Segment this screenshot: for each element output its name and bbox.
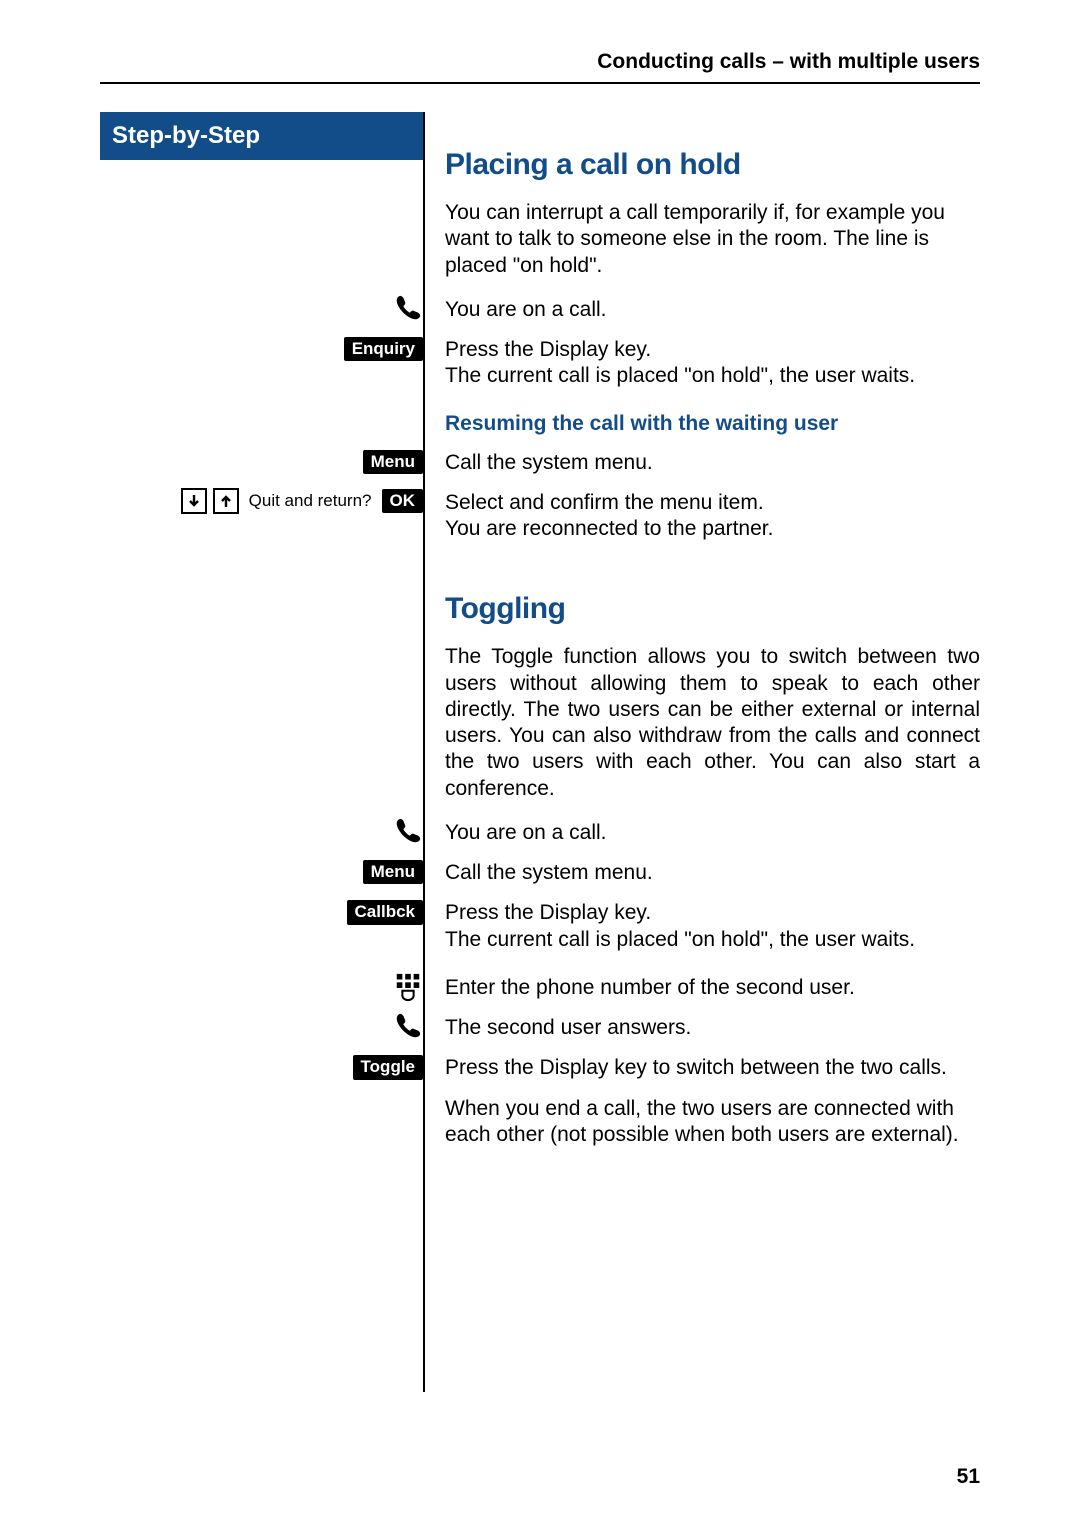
step2-dial-text: Enter the phone number of the second use… [445,975,980,1001]
step-enquiry: Enquiry Press the Display key. The curre… [445,337,980,390]
right-column: Placing a call on hold You can interrupt… [425,112,980,1392]
left-column: Step-by-Step [100,112,425,1392]
step-on-call-text: You are on a call. [445,297,980,323]
step2-answer-text: The second user answers. [445,1015,980,1041]
step-menu-1: Menu Call the system menu. [445,450,980,476]
section-title-toggling: Toggling [445,592,980,626]
step2-menu-text: Call the system menu. [445,860,980,886]
page-number: 51 [957,1465,980,1489]
handset-icon [393,1011,423,1041]
arrow-down-icon [181,488,207,514]
toggling-intro: The Toggle function allows you to switch… [445,644,980,802]
step2-callback-line2: The current call is placed "on hold", th… [445,928,915,951]
keypad-icon [393,971,423,1003]
step-ok: Quit and return? OK Select and confirm t… [445,490,980,543]
step2-callback: Callbck Press the Display key. The curre… [445,900,980,953]
step-ok-line2: You are reconnected to the partner. [445,517,773,540]
menu-key: Menu [363,450,423,474]
step-menu-1-text: Call the system menu. [445,450,980,476]
enquiry-key: Enquiry [344,337,423,361]
step2-on-call-text: You are on a call. [445,820,980,846]
page: Conducting calls – with multiple users S… [0,0,1080,1529]
menu-key-2: Menu [363,860,423,884]
step2-end-text: When you end a call, the two users are c… [445,1096,980,1149]
arrow-up-icon [213,488,239,514]
step2-answer: The second user answers. [445,1015,980,1041]
two-column-layout: Step-by-Step Placing a call on hold You … [100,112,980,1392]
step2-toggle: Toggle Press the Display key to switch b… [445,1055,980,1081]
quit-return-label: Quit and return? [249,491,372,511]
handset-icon [393,816,423,846]
section-title-hold: Placing a call on hold [445,148,980,182]
toggle-key: Toggle [353,1055,423,1079]
step2-on-call: You are on a call. [445,820,980,846]
step2-menu: Menu Call the system menu. [445,860,980,886]
subheading-resuming: Resuming the call with the waiting user [445,412,980,436]
hold-intro: You can interrupt a call temporarily if,… [445,200,980,279]
step-on-call: You are on a call. [445,297,980,323]
page-header-title: Conducting calls – with multiple users [100,50,980,84]
step-enquiry-line1: Press the Display key. [445,338,651,361]
step-ok-line1: Select and confirm the menu item. [445,491,764,514]
step-by-step-header: Step-by-Step [100,112,423,160]
callback-key: Callbck [347,900,423,924]
step2-dial: Enter the phone number of the second use… [445,975,980,1001]
step2-callback-line1: Press the Display key. [445,901,651,924]
step-enquiry-line2: The current call is placed "on hold", th… [445,364,915,387]
step2-end: When you end a call, the two users are c… [445,1096,980,1149]
step2-toggle-text: Press the Display key to switch between … [445,1055,980,1081]
ok-key: OK [382,489,424,513]
handset-icon [393,293,423,323]
